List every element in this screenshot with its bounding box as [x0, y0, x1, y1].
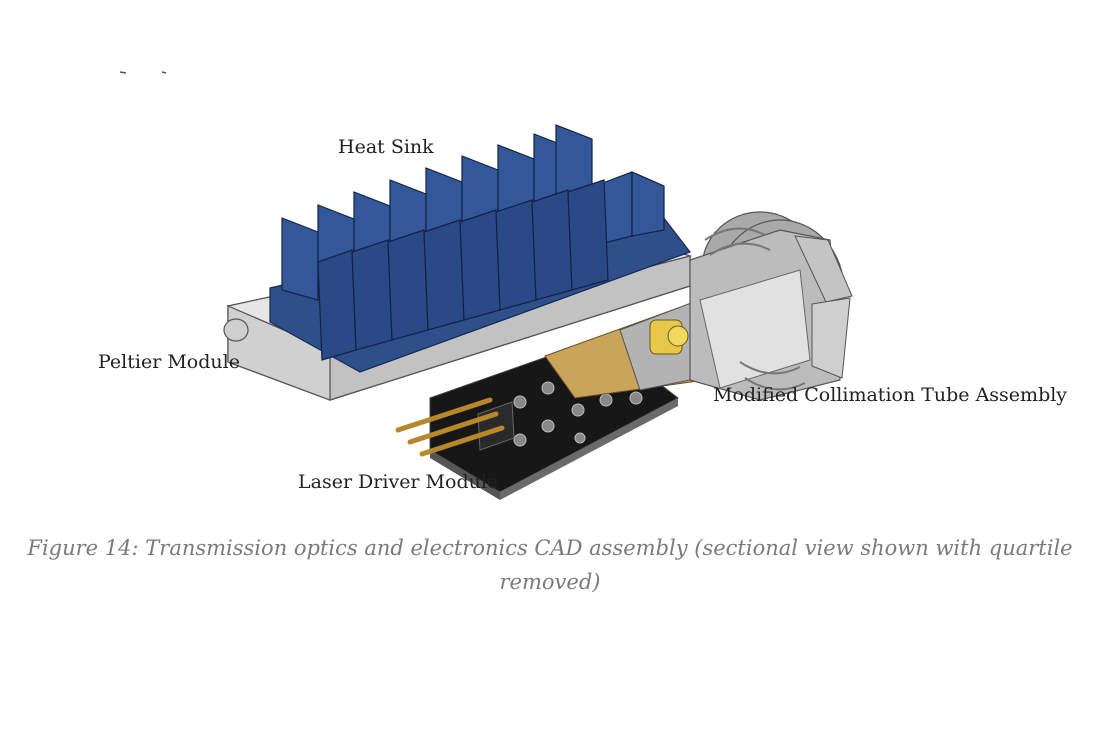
figure-caption: Figure 14: Transmission optics and elect… [0, 531, 1100, 599]
scan-artifact [119, 71, 167, 74]
heat-sink [269, 124, 691, 373]
label-laser-driver: Laser Driver Module [298, 471, 499, 493]
label-collimation-tube: Modified Collimation Tube Assembly [713, 384, 1068, 406]
label-heat-sink: Heat Sink [338, 136, 434, 158]
laser-driver-module [395, 337, 679, 500]
label-peltier-module: Peltier Module [98, 351, 240, 373]
caption-prefix: Figure 14: [27, 536, 139, 560]
caption-text: Transmission optics and electronics CAD … [145, 536, 1073, 594]
collimation-tube [544, 211, 853, 401]
